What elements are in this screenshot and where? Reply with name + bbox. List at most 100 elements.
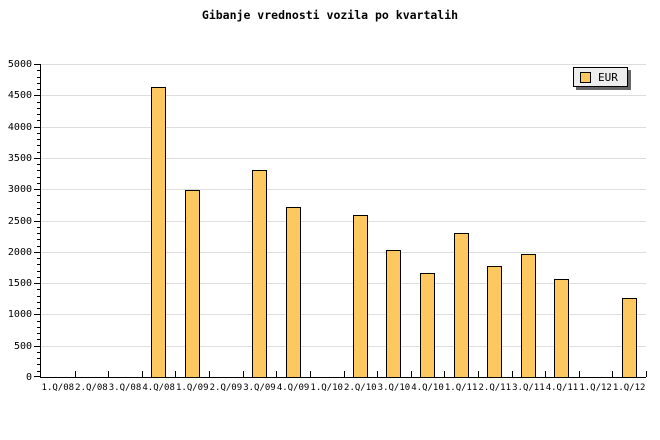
y-axis-label: 2000 bbox=[7, 247, 32, 258]
y-minor-tick bbox=[37, 302, 40, 303]
y-major-tick bbox=[34, 127, 40, 128]
y-minor-tick bbox=[37, 77, 40, 78]
y-minor-tick bbox=[37, 352, 40, 353]
x-boundary-tick bbox=[646, 371, 647, 377]
y-major-tick bbox=[34, 283, 40, 284]
bar-4-q-10 bbox=[420, 273, 435, 377]
y-axis-label: 500 bbox=[13, 341, 32, 352]
bar-1-q-11 bbox=[454, 233, 469, 377]
y-minor-tick bbox=[37, 264, 40, 265]
y-axis-label: 4000 bbox=[7, 122, 32, 133]
gridline-3500 bbox=[41, 158, 646, 159]
y-major-tick bbox=[34, 95, 40, 96]
y-axis-label: 5000 bbox=[7, 59, 32, 70]
y-major-tick bbox=[34, 189, 40, 190]
y-minor-tick bbox=[37, 114, 40, 115]
x-boundary-tick bbox=[612, 371, 613, 377]
x-axis-label: 4.Q/09 bbox=[276, 383, 310, 393]
y-axis-label: 1500 bbox=[7, 278, 32, 289]
y-minor-tick bbox=[37, 258, 40, 259]
y-minor-tick bbox=[37, 70, 40, 71]
gridline-1000 bbox=[41, 314, 646, 315]
x-boundary-tick bbox=[310, 371, 311, 377]
y-minor-tick bbox=[37, 208, 40, 209]
y-minor-tick bbox=[37, 152, 40, 153]
y-minor-tick bbox=[37, 145, 40, 146]
x-boundary-tick bbox=[243, 371, 244, 377]
y-minor-tick bbox=[37, 327, 40, 328]
gridline-500 bbox=[41, 346, 646, 347]
x-boundary-tick bbox=[545, 371, 546, 377]
gridline-1500 bbox=[41, 283, 646, 284]
y-minor-tick bbox=[37, 202, 40, 203]
y-minor-tick bbox=[37, 271, 40, 272]
x-axis-label: 3.Q/08 bbox=[108, 383, 142, 393]
gridline-2000 bbox=[41, 252, 646, 253]
x-axis-label: 1.Q/12 bbox=[579, 383, 612, 393]
x-axis-label: 3.Q/11 bbox=[512, 383, 545, 393]
y-minor-tick bbox=[37, 214, 40, 215]
y-minor-tick bbox=[37, 170, 40, 171]
y-minor-tick bbox=[37, 133, 40, 134]
y-axis-label: 0 bbox=[25, 372, 32, 383]
y-major-tick bbox=[34, 64, 40, 65]
y-minor-tick bbox=[37, 164, 40, 165]
x-boundary-tick bbox=[75, 371, 76, 377]
x-axis-label: 2.Q/10 bbox=[344, 383, 377, 393]
plot-area: 0 500 1000 1500 2000 2500 3000 3500 4000 4500 5000… bbox=[8, 60, 647, 393]
y-minor-tick bbox=[37, 89, 40, 90]
x-boundary-tick bbox=[344, 371, 345, 377]
bar-3-q-09 bbox=[252, 170, 267, 377]
y-minor-tick bbox=[37, 183, 40, 184]
chart-title: Gibanje vrednosti vozila po kvartalih bbox=[201, 8, 459, 22]
x-axis-label: 1.Q/11 bbox=[444, 383, 478, 393]
y-minor-tick bbox=[37, 108, 40, 109]
gridline-3000 bbox=[41, 189, 646, 190]
x-boundary-tick bbox=[411, 371, 412, 377]
legend: EUR bbox=[573, 67, 628, 87]
legend-swatch-icon bbox=[580, 71, 591, 83]
y-major-tick bbox=[34, 346, 40, 347]
y-minor-tick bbox=[37, 321, 40, 322]
x-axis-label: 4.Q/10 bbox=[411, 383, 444, 393]
y-minor-tick bbox=[37, 333, 40, 334]
bar-1-q-09 bbox=[185, 190, 200, 377]
legend-label: EUR bbox=[598, 70, 618, 84]
x-boundary-tick bbox=[209, 371, 210, 377]
y-minor-tick bbox=[37, 195, 40, 196]
gridline-4500 bbox=[41, 95, 646, 96]
y-minor-tick bbox=[37, 364, 40, 365]
bar-3-q-10 bbox=[386, 250, 401, 377]
bar-1-q-12 bbox=[622, 298, 637, 377]
x-boundary-tick bbox=[444, 371, 445, 377]
y-minor-tick bbox=[37, 139, 40, 140]
x-axis-label: 1.Q/09 bbox=[175, 383, 209, 393]
y-axis-label: 3000 bbox=[7, 184, 32, 195]
y-minor-tick bbox=[37, 227, 40, 228]
y-minor-tick bbox=[37, 120, 40, 121]
gridline-2500 bbox=[41, 221, 646, 222]
y-major-tick bbox=[34, 158, 40, 159]
x-axis-label: 2.Q/08 bbox=[75, 383, 108, 393]
y-minor-tick bbox=[37, 246, 40, 247]
y-minor-tick bbox=[37, 83, 40, 84]
x-boundary-tick bbox=[478, 371, 479, 377]
y-minor-tick bbox=[37, 102, 40, 103]
x-boundary-tick bbox=[276, 371, 277, 377]
x-axis-label: 2.Q/11 bbox=[478, 383, 512, 393]
y-minor-tick bbox=[37, 233, 40, 234]
y-axis-label: 4500 bbox=[7, 90, 32, 101]
x-axis-label: 4.Q/11 bbox=[545, 383, 579, 393]
x-axis-label: 3.Q/10 bbox=[377, 383, 411, 393]
x-boundary-tick bbox=[108, 371, 109, 377]
x-axis-label: 2.Q/09 bbox=[209, 383, 243, 393]
y-axis-label: 2500 bbox=[7, 216, 32, 227]
y-minor-tick bbox=[37, 371, 40, 372]
y-axis-label: 1000 bbox=[7, 309, 32, 320]
x-axis-label: 1.Q/10 bbox=[310, 383, 343, 393]
x-axis-label: 1.Q/08 bbox=[41, 383, 75, 393]
bar-2-q-10 bbox=[353, 215, 368, 377]
x-boundary-tick bbox=[579, 371, 580, 377]
y-major-tick bbox=[34, 252, 40, 253]
